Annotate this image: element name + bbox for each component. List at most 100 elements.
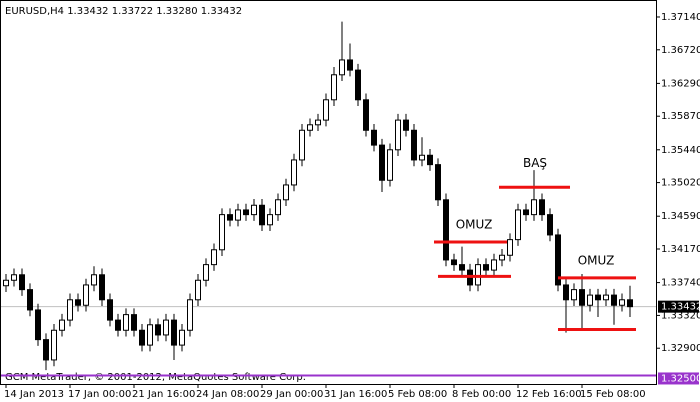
candle-body	[523, 209, 529, 216]
candle-body	[395, 119, 401, 151]
y-tick-label: 1.34170	[661, 244, 700, 255]
candle-body	[163, 319, 169, 336]
candle-body	[59, 319, 65, 331]
y-tick-label: 1.37140	[661, 12, 700, 23]
candle-body	[171, 319, 177, 346]
candle-body	[131, 314, 137, 331]
candle-body	[75, 299, 81, 306]
candle-body	[483, 264, 489, 271]
candle-body	[155, 324, 161, 336]
candle-body	[187, 299, 193, 331]
chart-header: EURUSD,H4 1.33432 1.33722 1.33280 1.3343…	[5, 6, 242, 17]
x-tick-label: 14 Jan 2013	[4, 389, 64, 400]
last-price-box	[658, 300, 699, 313]
candle-body	[555, 234, 561, 286]
y-tick-label: 1.35440	[661, 145, 700, 156]
x-tick-label: 24 Jan 08:00	[196, 389, 259, 400]
candle-body	[619, 299, 625, 306]
candle-body	[515, 209, 521, 241]
candle-body	[307, 124, 313, 131]
y-tick-label: 1.35870	[661, 111, 700, 122]
candle-body	[259, 204, 265, 226]
x-tick-label: 17 Jan 00:00	[68, 389, 131, 400]
candle-body	[499, 254, 505, 261]
candle-body	[91, 274, 97, 286]
candle-body	[19, 274, 25, 291]
x-tick-label: 15 Feb 08:00	[580, 389, 646, 400]
x-tick-label: 29 Jan 00:00	[260, 389, 323, 400]
candle-body	[331, 74, 337, 101]
candle-body	[275, 199, 281, 216]
copyright: GCM MetaTrader, © 2001-2012, MetaQuotes …	[5, 372, 306, 383]
level-label-box	[658, 372, 699, 385]
candle-body	[347, 59, 353, 71]
candle-body	[67, 299, 73, 321]
candle-body	[379, 144, 385, 181]
x-tick-label: 21 Jan 16:00	[132, 389, 195, 400]
candle-body	[123, 314, 129, 331]
candle-body	[139, 329, 145, 346]
candle-body	[3, 279, 9, 287]
pattern-label: BAŞ	[523, 156, 547, 170]
candle-body	[627, 299, 633, 308]
candle-body	[531, 199, 537, 216]
candle-body	[355, 69, 361, 101]
candle-body	[363, 99, 369, 131]
candle-body	[323, 99, 329, 121]
candle-body	[203, 264, 209, 281]
pattern-label: OMUZ	[456, 217, 493, 231]
x-tick-label: 8 Feb 00:00	[452, 389, 511, 400]
candle-body	[299, 129, 305, 161]
candle-body	[115, 319, 121, 331]
x-tick-label: 5 Feb 08:00	[388, 389, 447, 400]
candle-body	[419, 154, 425, 161]
level-label: 1.32500	[661, 373, 700, 384]
plot-frame	[0, 0, 657, 385]
y-tick-label: 1.35020	[661, 178, 700, 189]
candle-body	[99, 274, 105, 301]
candle-body	[35, 309, 41, 341]
candle-body	[547, 214, 553, 236]
candle-body	[611, 294, 617, 306]
candle-body	[507, 239, 513, 256]
candle-body	[283, 184, 289, 201]
y-tick-label: 1.32900	[661, 343, 700, 354]
candle-body	[579, 289, 585, 306]
candle-body	[595, 294, 601, 301]
candle-body	[179, 329, 185, 346]
candle-body	[371, 129, 377, 146]
candle-body	[11, 274, 17, 281]
candle-body	[83, 284, 89, 306]
candle-body	[51, 329, 57, 361]
candle-body	[211, 249, 217, 266]
candle-body	[603, 294, 609, 301]
candle-body	[251, 204, 257, 216]
candle-body	[459, 264, 465, 271]
candle-body	[451, 259, 457, 266]
candle-body	[427, 154, 433, 166]
candle-body	[387, 149, 393, 181]
candle-body	[291, 159, 297, 186]
y-tick-label: 1.34590	[661, 211, 700, 222]
candle-body	[403, 119, 409, 131]
candle-body	[491, 259, 497, 271]
candle-body	[147, 324, 153, 346]
candle-body	[563, 284, 569, 301]
candle-body	[539, 199, 545, 216]
candle-body	[27, 289, 33, 311]
candle-body	[219, 214, 225, 251]
candle-body	[411, 129, 417, 161]
candle-body	[267, 214, 273, 226]
candle-body	[339, 59, 345, 76]
candle-body	[235, 209, 241, 221]
x-tick-label: 12 Feb 16:00	[516, 389, 582, 400]
candle-body	[587, 294, 593, 306]
y-tick-label: 1.36720	[661, 45, 700, 56]
candle-body	[475, 264, 481, 286]
candle-body	[43, 339, 49, 361]
candle-body	[195, 279, 201, 301]
candle-body	[571, 289, 577, 301]
y-tick-label: 1.33320	[661, 310, 700, 321]
